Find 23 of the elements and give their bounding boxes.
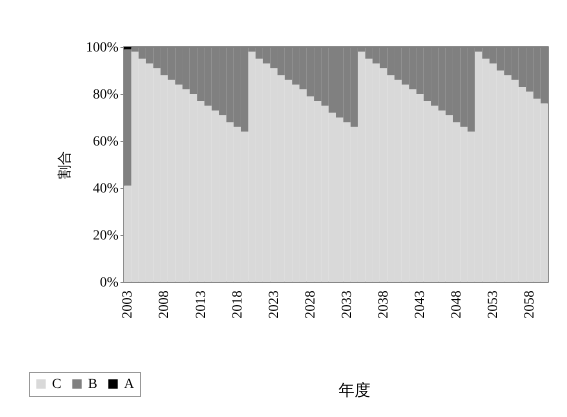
- legend-label: C: [52, 377, 62, 392]
- x-tick-label: 2053: [486, 290, 502, 318]
- x-tick-label: 2013: [194, 290, 209, 318]
- x-tick-label: 2043: [413, 290, 428, 318]
- legend-label: B: [88, 377, 98, 392]
- legend-label: A: [124, 377, 135, 392]
- x-tick-label: 2048: [450, 290, 465, 318]
- x-tick-label: 2003: [120, 290, 136, 318]
- x-tick-label: 2058: [522, 290, 538, 318]
- y-axis-title: 割合: [56, 151, 73, 179]
- y-tick-label: 40%: [92, 182, 119, 196]
- y-tick-label: 80%: [92, 88, 119, 102]
- y-tick-label: 0%: [100, 276, 119, 290]
- x-axis-title: 年度: [338, 382, 370, 400]
- y-tick-label: 60%: [92, 134, 119, 150]
- y-tick-label: 20%: [92, 228, 119, 244]
- x-tick-label: 2018: [230, 290, 246, 318]
- y-tick-label: 100%: [86, 40, 119, 56]
- x-tick-label: 2023: [266, 290, 282, 318]
- x-tick-label: 2028: [303, 290, 318, 318]
- x-tick-label: 2038: [376, 290, 392, 318]
- x-tick-label: 2008: [157, 290, 172, 318]
- x-tick-label: 2033: [340, 290, 355, 318]
